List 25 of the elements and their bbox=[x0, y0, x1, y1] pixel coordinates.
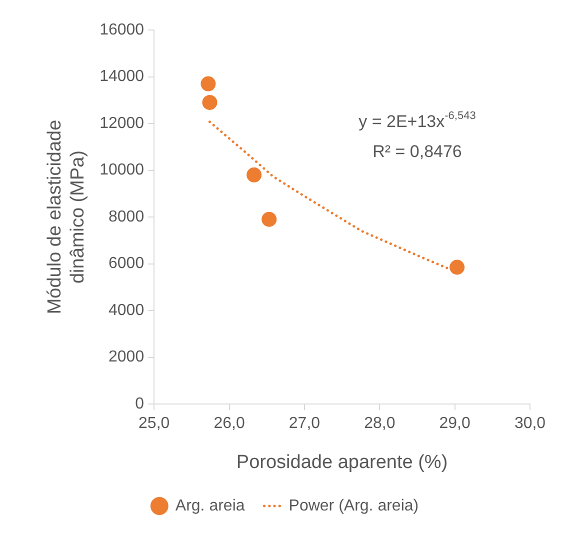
y-tick-label: 14000 bbox=[100, 68, 144, 86]
point bbox=[200, 76, 216, 92]
y-tick-label: 8000 bbox=[108, 208, 144, 226]
y-tick-label: 6000 bbox=[108, 255, 144, 272]
point bbox=[246, 167, 262, 182]
x-tick-label: 25,0 bbox=[138, 415, 170, 432]
legend-label: Power (Arg. areia) bbox=[288, 497, 419, 514]
y-tick-label: 12000 bbox=[100, 114, 144, 132]
x-tick-label: 27,0 bbox=[288, 415, 320, 432]
point bbox=[202, 94, 218, 110]
annotation: R² = 0,8476 bbox=[372, 142, 462, 162]
point bbox=[262, 212, 277, 227]
legend-label: Arg. areia bbox=[175, 497, 245, 514]
x-tick-label: 30,0 bbox=[514, 415, 546, 432]
y-tick-label: 16000 bbox=[100, 21, 144, 38]
x-tick-label: 26,0 bbox=[214, 415, 245, 432]
x-tick-label: 28,0 bbox=[364, 415, 396, 432]
y-tick-label: 10000 bbox=[100, 162, 144, 179]
point bbox=[450, 260, 465, 275]
y-axis-title: Módulo de elasticidade dinâmico (MPa) bbox=[44, 120, 88, 314]
x-axis-title: Porosidade aparente (%) bbox=[236, 452, 448, 473]
y-tick-label: 4000 bbox=[108, 302, 144, 319]
y-tick-label: 2000 bbox=[108, 348, 144, 366]
x-tick-label: 29,0 bbox=[439, 415, 470, 432]
y-tick-label: 0 bbox=[135, 395, 144, 412]
